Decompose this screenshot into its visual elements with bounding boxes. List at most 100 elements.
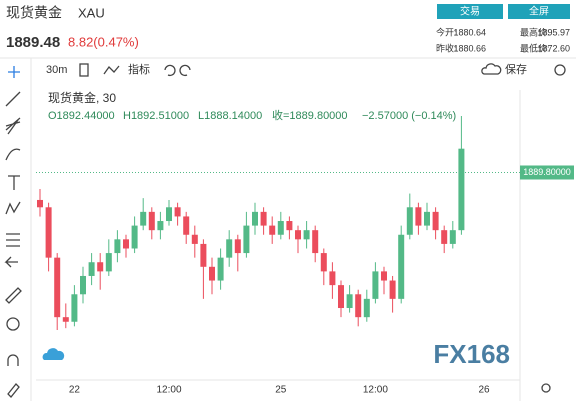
pattern-tool[interactable] — [5, 201, 21, 215]
candle-body — [277, 221, 284, 235]
redo[interactable] — [179, 64, 191, 77]
candle-body — [363, 298, 370, 318]
stat-value: 1880.64 — [453, 27, 486, 37]
trade-button-label[interactable]: 交易 — [460, 5, 480, 18]
candle-body — [441, 230, 448, 244]
stat-value: 1872.60 — [537, 43, 570, 53]
eraser-tool[interactable] — [7, 383, 20, 398]
candle-body — [449, 230, 456, 244]
candle-body — [97, 262, 104, 272]
candle-body — [320, 253, 327, 272]
stat-label: 今开: — [436, 26, 457, 37]
stat-value: 1895.97 — [537, 27, 570, 37]
change: 8.82(0.47%) — [68, 34, 139, 49]
title: 现货黄金 — [6, 5, 62, 21]
candle-body — [217, 257, 224, 281]
ruler-tool[interactable] — [5, 287, 22, 304]
indicators[interactable]: 指标 — [128, 62, 150, 76]
candle-body — [355, 294, 362, 318]
stat-label: 最高价: — [520, 26, 550, 37]
indicator-icon[interactable] — [103, 65, 120, 75]
candle-body — [200, 243, 207, 267]
x-tick-label: 12:00 — [156, 385, 181, 396]
candle-body — [140, 211, 147, 226]
measure-tool[interactable] — [6, 233, 20, 247]
candle-body — [88, 262, 95, 276]
back-tool[interactable] — [4, 256, 18, 268]
text-tool[interactable] — [8, 175, 20, 190]
candle-body — [295, 230, 301, 240]
candle-body — [45, 207, 52, 258]
price: 1889.48 — [6, 34, 60, 51]
candle-body — [415, 207, 422, 226]
legend-open: O1892.44000 — [48, 110, 115, 122]
candle-body — [243, 225, 250, 254]
candle-body — [372, 271, 379, 299]
candle-body — [398, 234, 405, 299]
fullscreen-button-label[interactable]: 全屏 — [529, 5, 549, 18]
candle-body — [329, 271, 336, 286]
stat-value: 1880.66 — [453, 43, 486, 53]
candle-body — [269, 225, 276, 235]
undo[interactable] — [164, 64, 176, 77]
candle-body — [338, 285, 344, 309]
candle-body — [37, 199, 43, 208]
candle-body — [303, 230, 310, 240]
x-tick-label: 25 — [275, 385, 287, 396]
candle-body — [424, 211, 430, 226]
candle-body — [346, 294, 353, 309]
zoom-tool[interactable] — [6, 317, 20, 331]
x-tick-label: 22 — [69, 385, 81, 396]
magnet-tool[interactable] — [7, 354, 19, 366]
candle-body — [166, 207, 172, 222]
stat-label: 昨收: — [436, 42, 457, 53]
fullscreen-button[interactable] — [508, 4, 570, 19]
legend-low: L1888.14000 — [198, 110, 262, 122]
candle-body — [312, 230, 319, 254]
candle-body — [114, 239, 121, 254]
last-price-label: 1889.80000 — [523, 167, 571, 177]
stat-label: 最低价: — [520, 42, 550, 53]
candle-body — [148, 211, 155, 231]
candle-body — [71, 294, 78, 322]
candle-body — [432, 211, 439, 231]
candle-body — [183, 216, 190, 235]
save[interactable]: 保存 — [505, 62, 527, 76]
candle-body — [191, 234, 198, 244]
candle-body — [234, 239, 241, 254]
axis-settings[interactable] — [541, 383, 551, 393]
legend-change: −2.57000 (−0.14%) — [362, 110, 456, 122]
candle-body — [123, 239, 129, 249]
candle-body — [62, 317, 69, 322]
candle-body — [157, 221, 164, 231]
candle-body — [226, 239, 233, 258]
candle-icon[interactable] — [79, 63, 89, 77]
candle-body — [381, 271, 387, 281]
candle-body — [286, 221, 293, 231]
interval[interactable]: 30m — [46, 64, 67, 76]
legend-high: H1892.51000 — [123, 110, 189, 122]
candle-body — [174, 207, 181, 217]
line-tool[interactable] — [5, 91, 21, 107]
fib-tool[interactable] — [5, 117, 21, 135]
cloud-icon[interactable] — [481, 63, 502, 75]
candle-body — [80, 275, 86, 295]
candle-body — [131, 225, 138, 249]
x-tick-label: 12:00 — [363, 385, 388, 396]
candle-body — [406, 207, 413, 235]
last-price-tag — [520, 165, 574, 180]
crosshair-tool[interactable] — [8, 66, 20, 78]
legend-name: 现货黄金, 30 — [48, 90, 116, 105]
candle-body — [260, 211, 267, 226]
symbol: XAU — [78, 5, 105, 20]
candle-body — [252, 211, 258, 226]
candle-body — [209, 266, 215, 281]
candle-body — [389, 280, 396, 299]
settings[interactable] — [554, 64, 566, 76]
trade-button[interactable] — [437, 4, 503, 19]
watermark: FX168 — [433, 339, 510, 369]
brush-tool[interactable] — [5, 148, 21, 161]
x-tick-label: 26 — [478, 385, 490, 396]
candle-body — [105, 253, 112, 272]
